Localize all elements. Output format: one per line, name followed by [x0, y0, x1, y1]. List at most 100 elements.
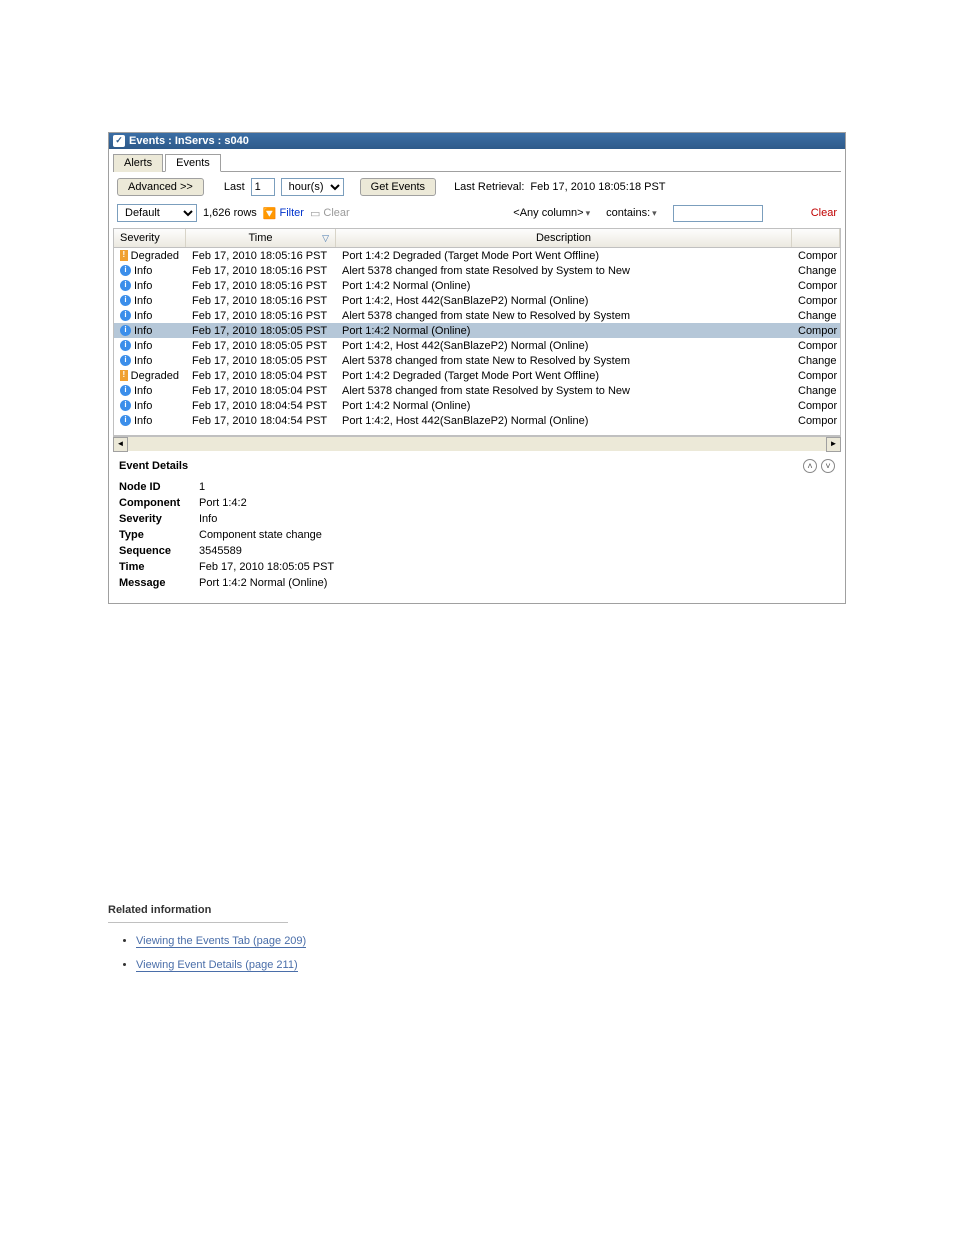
tab-events[interactable]: Events: [165, 154, 221, 172]
col-type[interactable]: [792, 229, 840, 247]
clear-link[interactable]: Clear: [811, 207, 837, 219]
cell-severity: Info: [114, 310, 186, 322]
cell-type: Change: [792, 265, 840, 277]
table-row[interactable]: InfoFeb 17, 2010 18:04:54 PSTPort 1:4:2 …: [114, 398, 840, 413]
eraser-icon: ▭: [310, 207, 320, 220]
table-body[interactable]: DegradedFeb 17, 2010 18:05:16 PSTPort 1:…: [114, 248, 840, 436]
toolbar: Advanced >> Last hour(s) Get Events Last…: [109, 172, 845, 202]
cell-description: Port 1:4:2 Normal (Online): [336, 400, 792, 412]
table-row[interactable]: InfoFeb 17, 2010 18:05:05 PSTPort 1:4:2,…: [114, 338, 840, 353]
last-label: Last: [224, 181, 245, 193]
related-heading: Related information: [108, 904, 846, 916]
get-events-button[interactable]: Get Events: [360, 178, 436, 196]
cell-description: Alert 5378 changed from state Resolved b…: [336, 265, 792, 277]
filter-link[interactable]: 🔽 Filter: [263, 207, 304, 220]
event-details-header: Event Details ˄ ˅: [109, 451, 845, 475]
cell-type: Change: [792, 310, 840, 322]
cell-description: Alert 5378 changed from state New to Res…: [336, 310, 792, 322]
severity-text: Info: [134, 265, 152, 277]
detail-value: 1: [199, 479, 835, 495]
contains-dropdown[interactable]: contains:: [606, 207, 667, 219]
cell-time: Feb 17, 2010 18:05:05 PST: [186, 340, 336, 352]
filter-bar: Default 1,626 rows 🔽 Filter ▭ Clear <Any…: [109, 202, 845, 228]
advanced-button[interactable]: Advanced >>: [117, 178, 204, 196]
scroll-left-button[interactable]: ◄: [113, 437, 128, 452]
detail-value: Feb 17, 2010 18:05:05 PST: [199, 559, 835, 575]
cell-type: Compor: [792, 370, 840, 382]
detail-value: Port 1:4:2: [199, 495, 835, 511]
cell-time: Feb 17, 2010 18:04:54 PST: [186, 400, 336, 412]
cell-type: Change: [792, 385, 840, 397]
view-select[interactable]: Default: [117, 204, 197, 222]
cell-time: Feb 17, 2010 18:05:16 PST: [186, 295, 336, 307]
cell-description: Port 1:4:2, Host 442(SanBlazeP2) Normal …: [336, 340, 792, 352]
cell-description: Port 1:4:2 Normal (Online): [336, 280, 792, 292]
table-row[interactable]: Info Feb 17, 2010 18:05:16 PSTPort 1:4:2,…: [114, 293, 840, 308]
detail-key: Time: [119, 559, 199, 575]
collapse-up-icon[interactable]: ˄: [803, 459, 817, 473]
cell-description: Port 1:4:2 Normal (Online): [336, 325, 792, 337]
cell-type: Compor: [792, 340, 840, 352]
cell-severity: Degraded: [114, 370, 186, 382]
detail-row: MessagePort 1:4:2 Normal (Online): [119, 575, 835, 591]
detail-row: TimeFeb 17, 2010 18:05:05 PST: [119, 559, 835, 575]
col-time[interactable]: Time ▽: [186, 229, 336, 247]
cell-severity: Info: [114, 325, 186, 337]
last-unit-select[interactable]: hour(s): [281, 178, 344, 196]
cell-type: Compor: [792, 400, 840, 412]
cell-severity: Info: [114, 355, 186, 367]
scroll-right-button[interactable]: ►: [826, 437, 841, 452]
detail-key: Component: [119, 495, 199, 511]
cell-time: Feb 17, 2010 18:05:04 PST: [186, 370, 336, 382]
last-value-input[interactable]: [251, 178, 275, 196]
cell-description: Port 1:4:2, Host 442(SanBlazeP2) Normal …: [336, 295, 792, 307]
row-count: 1,626 rows: [203, 207, 257, 219]
clear-filter-link: ▭ Clear: [310, 207, 350, 220]
table-row[interactable]: InfoFeb 17, 2010 18:04:54 PSTPort 1:4:2,…: [114, 413, 840, 428]
detail-value: Info: [199, 511, 835, 527]
tab-alerts[interactable]: Alerts: [113, 154, 163, 172]
window-title: Events : InServs : s040: [129, 135, 249, 147]
table-row[interactable]: InfoFeb 17, 2010 18:05:05 PSTAlert 5378 …: [114, 353, 840, 368]
info-icon: [120, 400, 131, 411]
event-details-title: Event Details: [119, 460, 188, 472]
table-row[interactable]: DegradedFeb 17, 2010 18:05:04 PSTPort 1:…: [114, 368, 840, 383]
col-severity[interactable]: Severity: [114, 229, 186, 247]
table-row[interactable]: InfoFeb 17, 2010 18:05:04 PSTAlert 5378 …: [114, 383, 840, 398]
severity-text: Info: [134, 325, 152, 337]
cell-type: Compor: [792, 250, 840, 262]
table-row[interactable]: InfoFeb 17, 2010 18:05:16 PSTPort 1:4:2 …: [114, 278, 840, 293]
cell-type: Compor: [792, 415, 840, 427]
info-icon: [120, 280, 131, 291]
cell-description: Port 1:4:2 Degraded (Target Mode Port We…: [336, 370, 792, 382]
table-row[interactable]: InfoFeb 17, 2010 18:05:05 PSTPort 1:4:2 …: [114, 323, 840, 338]
cell-severity: Info: [114, 265, 186, 277]
table-row[interactable]: InfoFeb 17, 2010 18:05:16 PSTAlert 5378 …: [114, 263, 840, 278]
severity-text: Info: [134, 310, 152, 322]
col-description[interactable]: Description: [336, 229, 792, 247]
info-icon: [120, 355, 131, 366]
detail-row: Node ID1: [119, 479, 835, 495]
any-column-dropdown[interactable]: <Any column>: [513, 207, 600, 219]
related-link-1[interactable]: Viewing Event Details (page 211): [136, 959, 298, 972]
severity-text: Info: [134, 415, 152, 427]
detail-key: Message: [119, 575, 199, 591]
detail-row: TypeComponent state change: [119, 527, 835, 543]
table-row[interactable]: InfoFeb 17, 2010 18:05:16 PSTAlert 5378 …: [114, 308, 840, 323]
info-icon: [120, 295, 131, 306]
tab-strip: Alerts Events: [113, 153, 841, 172]
severity-text: Info: [134, 385, 152, 397]
cell-severity: Info: [114, 400, 186, 412]
detail-key: Node ID: [119, 479, 199, 495]
info-icon: [120, 325, 131, 336]
severity-text: Info: [134, 295, 152, 307]
cell-type: Change: [792, 355, 840, 367]
events-window: ✓ Events : InServs : s040 Alerts Events …: [108, 132, 846, 604]
table-row[interactable]: DegradedFeb 17, 2010 18:05:16 PSTPort 1:…: [114, 248, 840, 263]
related-link-0[interactable]: Viewing the Events Tab (page 209): [136, 935, 306, 948]
quick-filter-input[interactable]: [673, 205, 763, 222]
info-icon: [120, 265, 131, 276]
horizontal-scrollbar[interactable]: ◄ ►: [113, 436, 841, 451]
collapse-down-icon[interactable]: ˅: [821, 459, 835, 473]
severity-text: Info: [134, 355, 152, 367]
